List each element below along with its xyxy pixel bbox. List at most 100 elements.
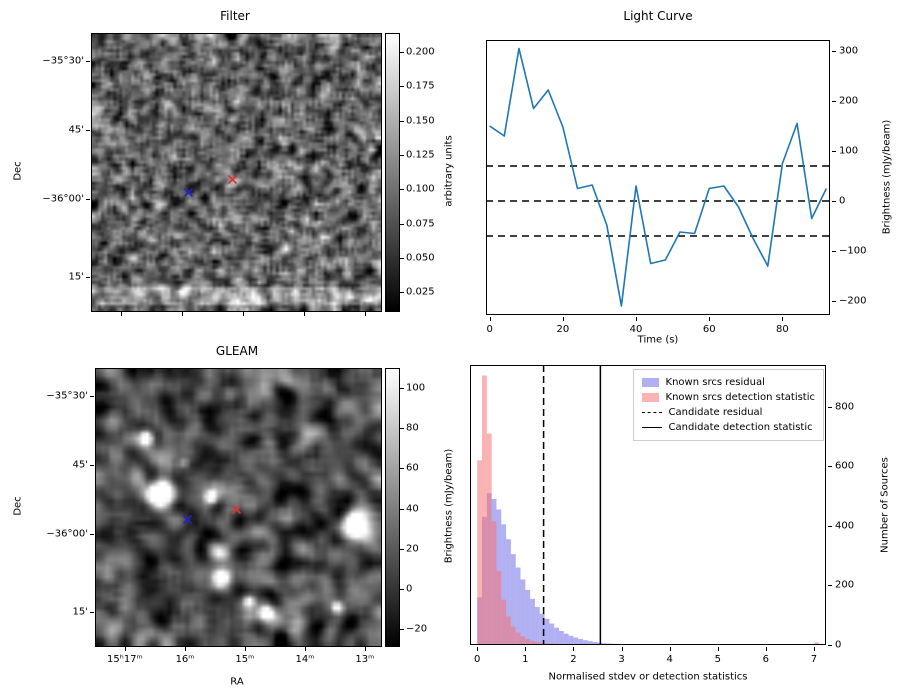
filter-ylabel: Dec — [12, 161, 24, 181]
legend-label-residual: Known srcs residual — [665, 377, 765, 388]
tick-mark — [243, 312, 244, 316]
colorbar-tick-label: 0.175 — [406, 80, 435, 92]
tick-mark — [525, 647, 527, 651]
tick-mark — [90, 464, 94, 466]
tick-mark — [832, 101, 836, 102]
count-tick-label: 200 — [835, 579, 855, 591]
dec-tick-label: −36°00' — [46, 528, 88, 540]
tick-mark — [90, 534, 94, 536]
legend-swatch-residual — [641, 378, 659, 387]
tick-mark — [400, 223, 404, 225]
stat-tick-label: 3 — [618, 654, 625, 665]
dec-tick-label: 45' — [72, 459, 88, 471]
tick-mark — [90, 395, 94, 397]
colorbar-tick-label: 80 — [406, 422, 419, 434]
colorbar-tick-label: 100 — [406, 382, 426, 394]
tick-mark — [832, 201, 836, 202]
gleam-xlabel: RA — [230, 676, 244, 688]
tick-mark — [765, 647, 767, 651]
tick-mark — [400, 292, 404, 294]
dec-tick-label: −35°30' — [42, 55, 84, 67]
ra-tick-label: 13ᵐ — [355, 654, 375, 665]
tick-mark — [86, 276, 90, 278]
time-tick-label: 20 — [556, 324, 570, 335]
tick-mark — [562, 317, 564, 321]
tick-mark — [573, 647, 575, 651]
colorbar-tick-label: 60 — [406, 462, 419, 474]
tick-mark — [669, 647, 671, 651]
tick-mark — [400, 189, 404, 191]
stat-tick-label: 5 — [714, 654, 721, 665]
tick-mark — [717, 647, 719, 651]
light-curve-ylabel: Brightness (mJy/beam) — [881, 119, 893, 235]
tick-mark — [400, 155, 404, 157]
tick-mark — [400, 120, 404, 122]
tick-mark — [400, 388, 404, 390]
brightness-tick-label: 100 — [839, 145, 859, 157]
colorbar-tick-label: −20 — [406, 623, 428, 635]
colorbar-tick-label: 0 — [406, 583, 413, 595]
tick-mark — [709, 317, 711, 321]
tick-mark — [400, 428, 404, 430]
known-source-x-icon — [183, 188, 193, 198]
colorbar-tick-label: 0.025 — [406, 286, 435, 298]
candidate-x-icon — [228, 175, 238, 185]
legend-label-candidate-residual: Candidate residual — [668, 407, 763, 418]
tick-mark — [400, 86, 404, 88]
brightness-tick-label: 200 — [839, 95, 859, 107]
ra-tick-label: 15ᵐ — [235, 654, 255, 665]
tick-mark — [621, 647, 623, 651]
colorbar-tick-label: 40 — [406, 503, 419, 514]
tick-mark — [828, 645, 832, 646]
tick-mark — [400, 52, 404, 54]
brightness-tick-label: 300 — [839, 45, 859, 57]
tick-mark — [400, 257, 404, 259]
gleam-title: GLEAM — [215, 344, 259, 358]
time-tick-label: 40 — [629, 324, 643, 335]
dec-tick-label: −36°00' — [42, 193, 84, 205]
known-source-x-icon — [182, 515, 192, 525]
tick-mark — [185, 647, 187, 651]
filter-colorbar-label: arbitrary units — [443, 135, 455, 207]
tick-mark — [244, 647, 246, 651]
stat-tick-label: 0 — [474, 654, 481, 665]
gleam-ylabel: Dec — [12, 496, 24, 516]
ra-tick-label: 15ʰ17ᵐ — [107, 654, 143, 665]
count-tick-label: 800 — [835, 401, 855, 413]
tick-mark — [400, 468, 404, 470]
legend-item-detstat: Known srcs detection statistic — [641, 391, 815, 404]
tick-mark — [813, 647, 815, 651]
time-tick-label: 60 — [702, 324, 716, 335]
legend-label-detstat: Known srcs detection statistic — [665, 392, 815, 403]
tick-mark — [303, 312, 305, 316]
known-source-marker — [183, 183, 194, 198]
tick-mark — [121, 312, 123, 316]
stat-tick-label: 4 — [666, 654, 673, 665]
colorbar-tick-label: 0.200 — [406, 46, 435, 58]
tick-mark — [400, 508, 404, 510]
filter-colorbar — [385, 33, 400, 312]
tick-mark — [636, 317, 638, 321]
histogram-legend: Known srcs residual Known srcs detection… — [632, 369, 824, 441]
tick-mark — [364, 312, 366, 316]
brightness-tick-label: −100 — [839, 245, 867, 257]
tick-mark — [400, 548, 404, 550]
known-source-marker — [182, 510, 193, 525]
candidate-marker — [231, 500, 242, 514]
dec-tick-label: 45' — [68, 124, 84, 136]
brightness-tick-label: 0 — [839, 195, 846, 207]
tick-mark — [86, 199, 90, 201]
stat-tick-label: 1 — [522, 654, 529, 665]
tick-mark — [828, 466, 832, 468]
tick-mark — [90, 611, 94, 613]
candidate-marker — [227, 170, 238, 185]
count-tick-label: 0 — [835, 639, 842, 651]
tick-mark — [86, 129, 90, 131]
colorbar-tick-label: 0.050 — [406, 252, 435, 264]
stat-tick-label: 2 — [570, 654, 577, 665]
gleam-colorbar-label: Brightness (mJy/beam) — [443, 448, 455, 564]
legend-swatch-detstat — [641, 393, 659, 402]
legend-solid-line-sample — [641, 427, 662, 428]
colorbar-tick-label: 20 — [406, 543, 419, 555]
